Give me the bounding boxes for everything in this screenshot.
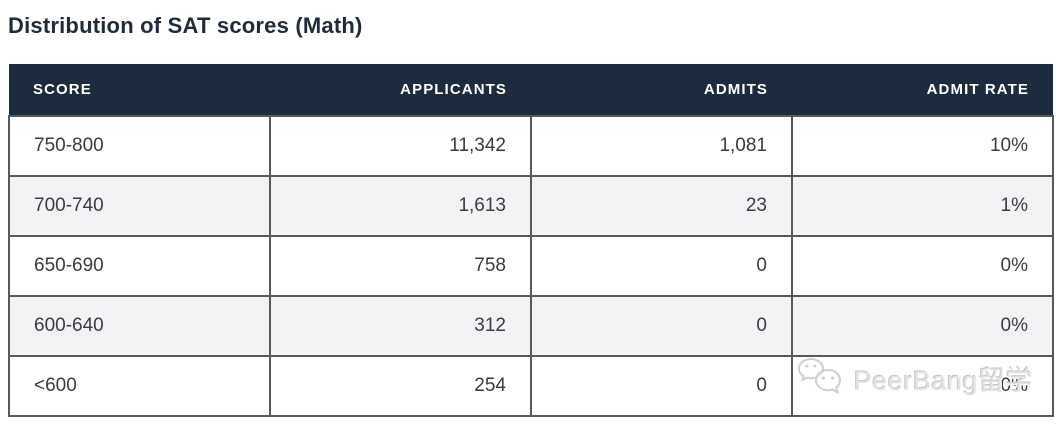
table-header-row: SCORE APPLICANTS ADMITS ADMIT RATE	[9, 64, 1053, 116]
cell-score: 650-690	[8, 235, 271, 297]
table-header: SCORE APPLICANTS ADMITS ADMIT RATE	[9, 64, 1053, 116]
cell-applicants: 758	[269, 235, 532, 297]
cell-admits: 0	[530, 355, 793, 417]
cell-score: <600	[8, 355, 271, 417]
cell-applicants: 254	[269, 355, 532, 417]
cell-admit-rate: 0%	[791, 235, 1054, 297]
column-header-admit-rate: ADMIT RATE	[792, 64, 1053, 116]
table-row: 700-740 1,613 23 1%	[8, 175, 1054, 237]
table-row: 750-800 11,342 1,081 10%	[8, 115, 1054, 177]
cell-applicants: 1,613	[269, 175, 532, 237]
cell-applicants: 11,342	[269, 115, 532, 177]
column-header-admits: ADMITS	[531, 64, 792, 116]
cell-score: 600-640	[8, 295, 271, 357]
sat-score-table: SCORE APPLICANTS ADMITS ADMIT RATE 750-8…	[8, 64, 1054, 417]
column-header-applicants: APPLICANTS	[270, 64, 531, 116]
cell-score: 700-740	[8, 175, 271, 237]
table-body: 750-800 11,342 1,081 10% 700-740 1,613 2…	[8, 115, 1054, 417]
cell-admit-rate: 0%	[791, 295, 1054, 357]
cell-admit-rate: 0%	[791, 355, 1054, 417]
table-row: 650-690 758 0 0%	[8, 235, 1054, 297]
table-row: 600-640 312 0 0%	[8, 295, 1054, 357]
cell-score: 750-800	[8, 115, 271, 177]
table-row: <600 254 0 0%	[8, 355, 1054, 417]
cell-admits: 0	[530, 295, 793, 357]
cell-admit-rate: 1%	[791, 175, 1054, 237]
cell-admits: 23	[530, 175, 793, 237]
cell-admits: 1,081	[530, 115, 793, 177]
column-header-score: SCORE	[9, 64, 270, 116]
cell-admits: 0	[530, 235, 793, 297]
cell-applicants: 312	[269, 295, 532, 357]
page-title: Distribution of SAT scores (Math)	[8, 13, 363, 38]
cell-admit-rate: 10%	[791, 115, 1054, 177]
